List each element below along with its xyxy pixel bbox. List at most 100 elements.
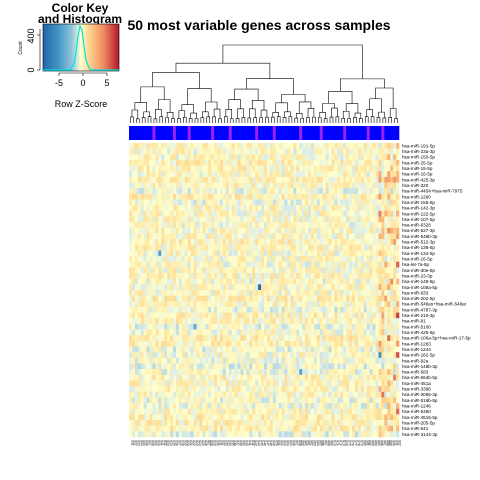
- heatmap-cell: [261, 261, 265, 268]
- heatmap-cell: [372, 210, 376, 217]
- heatmap-cell: [352, 239, 356, 246]
- heatmap-cell: [140, 171, 144, 178]
- heatmap-cell: [357, 143, 362, 149]
- heatmap-cell: [158, 244, 162, 251]
- heatmap-cell: [217, 340, 221, 347]
- heatmap-cell: [167, 159, 171, 166]
- heatmap-cell: [390, 340, 394, 347]
- heatmap-cell: [231, 267, 235, 274]
- heatmap-cell: [258, 340, 262, 347]
- heatmap-cell: [378, 227, 382, 234]
- heatmap-cell: [369, 374, 373, 381]
- heatmap-cell: [196, 369, 200, 376]
- heatmap-cell: [208, 250, 212, 257]
- heatmap-cell: [328, 199, 332, 206]
- heatmap-cell: [146, 301, 150, 308]
- heatmap-cell: [331, 159, 335, 166]
- heatmap-cell: [378, 278, 382, 285]
- gene-label: hsa-miR-425-3p: [402, 177, 435, 182]
- heatmap-cell: [143, 420, 147, 426]
- heatmap-cell: [284, 335, 288, 342]
- heatmap-cell: [372, 312, 376, 319]
- dendrogram-branch: [284, 111, 291, 118]
- heatmap-cell: [149, 273, 153, 279]
- heatmap-cell: [143, 425, 147, 432]
- heatmap-cell: [284, 346, 288, 353]
- heatmap-cell: [278, 205, 282, 212]
- heatmap-cell: [284, 227, 288, 234]
- heatmap-cell: [140, 233, 144, 240]
- heatmap-cell: [137, 154, 142, 161]
- heatmap-cell: [217, 278, 221, 285]
- heatmap-cell: [199, 216, 203, 223]
- heatmap-cell: [208, 148, 212, 155]
- heatmap-cell: [354, 143, 359, 149]
- heatmap-cell: [146, 278, 150, 285]
- heatmap-cell: [129, 323, 133, 330]
- heatmap-cell: [272, 210, 277, 217]
- heatmap-cell: [222, 176, 227, 183]
- heatmap-cell: [275, 346, 279, 353]
- heatmap-cell: [261, 369, 265, 376]
- heatmap-cell: [181, 408, 186, 415]
- heatmap-cell: [143, 210, 147, 217]
- heatmap-cell: [322, 403, 326, 410]
- heatmap-cell: [266, 420, 271, 426]
- heatmap-cell: [296, 352, 300, 359]
- heatmap-cell: [375, 244, 379, 251]
- heatmap-cell: [331, 143, 335, 149]
- heatmap-cell: [366, 171, 370, 178]
- heatmap-cell: [325, 420, 329, 426]
- heatmap-cell: [272, 329, 277, 336]
- heatmap-cell: [205, 182, 209, 189]
- heatmap-cell: [387, 273, 391, 279]
- heatmap-cell: [252, 222, 256, 229]
- heatmap-cell: [196, 346, 200, 353]
- heatmap-cell: [196, 352, 200, 359]
- heatmap-cell: [310, 312, 315, 319]
- heatmap-cell: [308, 357, 312, 364]
- heatmap-cell: [217, 250, 221, 257]
- heatmap-cell: [319, 318, 323, 325]
- heatmap-cell: [281, 386, 285, 393]
- heatmap-cell: [354, 250, 359, 257]
- heatmap-cell: [354, 403, 359, 410]
- heatmap-cell: [387, 244, 391, 251]
- heatmap-cell: [237, 363, 241, 370]
- heatmap-cell: [129, 420, 133, 426]
- heatmap-cell: [208, 284, 212, 291]
- heatmap-cell: [340, 143, 344, 149]
- heatmap-cell: [161, 239, 165, 246]
- heatmap-cell: [184, 188, 188, 195]
- heatmap-cell: [219, 205, 224, 212]
- heatmap-cell: [387, 431, 391, 438]
- heatmap-cell: [313, 290, 318, 296]
- heatmap-cell: [137, 425, 142, 432]
- heatmap-cell: [302, 420, 306, 426]
- heatmap-cell: [140, 210, 144, 217]
- heatmap-cell: [308, 380, 312, 387]
- heatmap-cell: [381, 233, 385, 240]
- heatmap-cell: [208, 386, 212, 393]
- heatmap-cell: [337, 244, 341, 251]
- heatmap-cell: [258, 431, 262, 438]
- heatmap-cell: [310, 261, 315, 268]
- heatmap-cell: [234, 233, 238, 240]
- heatmap-cell: [237, 244, 241, 251]
- heatmap-cell: [264, 312, 268, 319]
- heatmap-cell: [393, 250, 397, 257]
- heatmap-cell: [278, 244, 282, 251]
- heatmap-cell: [369, 369, 373, 376]
- heatmap-cell: [193, 171, 197, 178]
- heatmap-cell: [360, 193, 365, 200]
- heatmap-cell: [167, 143, 171, 149]
- heatmap-cell: [152, 233, 156, 240]
- heatmap-cell: [222, 244, 227, 251]
- heatmap-cell: [281, 143, 285, 149]
- heatmap-cell: [129, 380, 133, 387]
- heatmap-cell: [346, 267, 350, 274]
- heatmap-cell: [281, 306, 285, 313]
- heatmap-cell: [181, 176, 186, 183]
- heatmap-cell: [237, 159, 241, 166]
- heatmap-cell: [278, 403, 282, 410]
